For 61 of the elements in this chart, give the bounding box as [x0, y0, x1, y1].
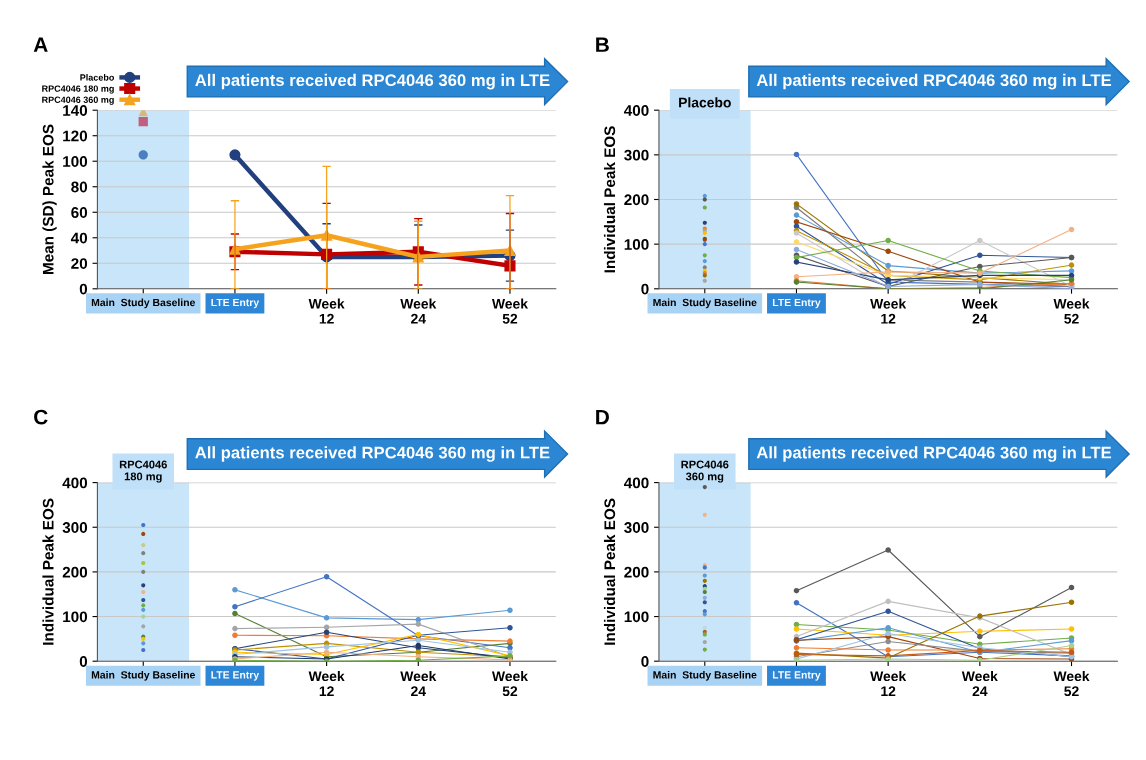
- y-axis-title: Individual Peak EOS: [603, 498, 616, 645]
- y-tick-label: 80: [71, 181, 88, 193]
- x-tick-label: Week 24: [400, 670, 437, 696]
- band-label: Placebo: [679, 97, 731, 108]
- y-tick-label: 0: [79, 656, 88, 667]
- x-tick-label: Main Study Baseline: [91, 298, 195, 309]
- chart-title: C: [34, 409, 48, 425]
- x-tick-label: Week 24: [961, 298, 998, 324]
- x-tick-label: Week 52: [1053, 670, 1090, 697]
- legend-label: RPC4046 180 mg: [42, 85, 114, 94]
- text: All patients received RPC4046 360 mg in LTE: [195, 73, 550, 90]
- y-tick-label: 100: [624, 611, 649, 623]
- chart-title: B: [596, 37, 609, 52]
- y-tick-label: 120: [63, 130, 88, 142]
- x-tick-label: Week 24: [400, 298, 437, 324]
- text: All patients received RPC4046 360 mg in LTE: [756, 73, 1112, 90]
- y-tick-label: 400: [623, 105, 649, 116]
- x-tick-label: LTE Entry: [772, 671, 821, 681]
- x-tick-label: LTE Entry: [211, 298, 260, 309]
- x-tick-label: Main Study Baseline: [91, 670, 195, 681]
- y-tick-label: 40: [70, 232, 88, 244]
- chart-title: D: [596, 409, 609, 425]
- x-tick-label: Week 52: [1053, 298, 1090, 324]
- y-tick-label: 100: [63, 156, 88, 167]
- x-tick-label: Week 12: [308, 298, 345, 324]
- y-tick-label: 400: [62, 477, 88, 489]
- x-tick-label: LTE Entry: [211, 671, 260, 681]
- y-tick-label: 60: [71, 207, 88, 218]
- chart-title: A: [33, 37, 48, 52]
- y-axis-title: Mean (SD) Peak EOS: [42, 124, 57, 275]
- x-tick-label: Main Study Baseline: [653, 298, 757, 309]
- y-tick-label: 300: [624, 149, 649, 161]
- y-tick-label: 300: [624, 522, 649, 533]
- legend-label: Placebo: [80, 74, 115, 81]
- x-tick-label: Week 12: [870, 298, 907, 324]
- band-label: RPC4046 180 mg: [119, 460, 167, 483]
- text: All patients received RPC4046 360 mg in LTE: [195, 446, 550, 462]
- y-tick-label: 140: [63, 105, 88, 116]
- y-tick-label: 0: [641, 656, 649, 667]
- y-tick-label: 300: [62, 522, 88, 533]
- y-tick-label: 200: [624, 194, 649, 206]
- y-tick-label: 0: [641, 283, 649, 295]
- y-tick-label: 100: [624, 239, 649, 250]
- x-tick-label: Week 52: [491, 298, 528, 324]
- y-tick-label: 0: [79, 283, 88, 295]
- band-label: RPC4046 360 mg: [681, 460, 729, 483]
- y-tick-label: 20: [71, 258, 88, 269]
- y-axis-title: Individual Peak EOS: [603, 126, 616, 273]
- x-tick-label: Week 12: [308, 670, 345, 696]
- y-axis-title: Individual Peak EOS: [42, 498, 54, 645]
- legend-label: RPC4046 360 mg: [42, 96, 114, 105]
- x-tick-label: Week 12: [870, 670, 907, 696]
- x-tick-label: LTE Entry: [772, 298, 821, 309]
- x-tick-label: Main Study Baseline: [653, 670, 757, 681]
- y-tick-label: 100: [63, 611, 88, 623]
- text: All patients received RPC4046 360 mg in LTE: [756, 446, 1112, 462]
- x-tick-label: Week 24: [961, 670, 998, 696]
- y-tick-label: 400: [623, 477, 649, 489]
- y-tick-label: 200: [62, 566, 88, 578]
- x-tick-label: Week 52: [491, 670, 528, 697]
- y-tick-label: 200: [624, 566, 649, 578]
